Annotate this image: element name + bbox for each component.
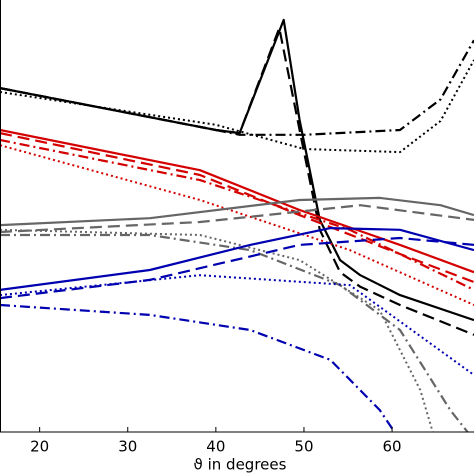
x-tick-label: 50: [294, 438, 313, 456]
curve: [0, 128, 474, 274]
curve: [0, 303, 396, 432]
plot-area: [0, 18, 474, 432]
curve: [0, 227, 474, 291]
curve: [0, 132, 474, 284]
curve: [0, 144, 474, 306]
curve: [0, 18, 474, 322]
curve: [0, 138, 474, 291]
curve: [0, 204, 474, 234]
x-tick-label: 20: [30, 438, 49, 456]
x-tick-label: 30: [118, 438, 137, 456]
curve: [0, 27, 474, 336]
x-axis-label: ϑ in degrees: [194, 456, 287, 474]
curve: [0, 274, 474, 376]
curve: [0, 59, 474, 154]
curve: [0, 196, 474, 227]
curve: [0, 39, 474, 136]
x-tick-label: 40: [206, 438, 225, 456]
curve: [0, 228, 434, 432]
x-tick-label: 60: [383, 438, 402, 456]
curve: [0, 233, 469, 432]
